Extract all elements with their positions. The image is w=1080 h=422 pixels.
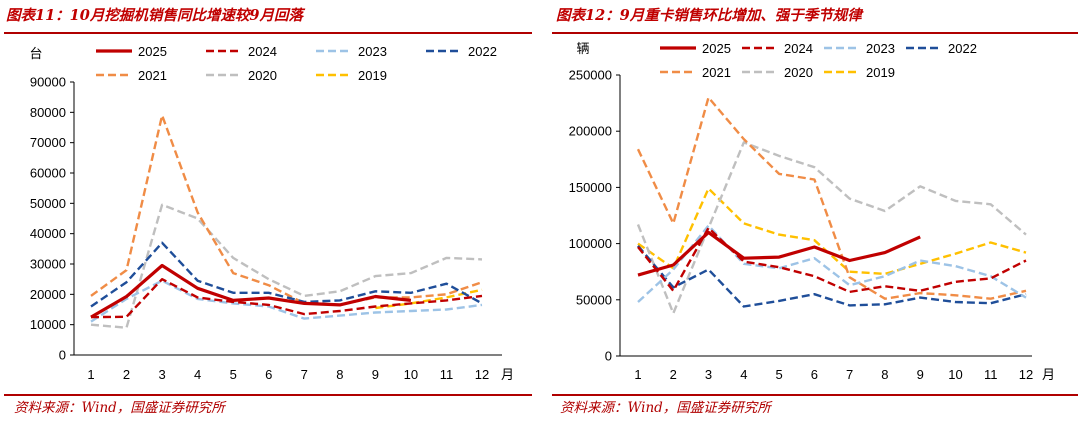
left-x-unit-label: 月 xyxy=(501,367,514,382)
left-y-tick-label: 70000 xyxy=(30,135,66,150)
left-x-tick-label: 12 xyxy=(475,367,489,382)
right-x-tick-label: 6 xyxy=(811,367,818,382)
right-series-line-2023 xyxy=(637,224,1027,303)
right-legend-label-2025: 2025 xyxy=(702,41,731,56)
left-series-line-2022 xyxy=(90,241,483,308)
left-legend-label-2021: 2021 xyxy=(138,68,167,83)
left-legend-label-2025: 2025 xyxy=(138,44,167,59)
right-legend-label-2023: 2023 xyxy=(866,41,895,56)
right-x-tick-label: 11 xyxy=(984,367,998,382)
right-y-tick-label: 200000 xyxy=(569,124,612,139)
right-y-tick-label: 100000 xyxy=(569,236,612,251)
right-y-unit-label: 辆 xyxy=(576,41,589,56)
left-chart-title: 图表11：10月挖掘机销售同比增速较9月回落 xyxy=(6,7,303,24)
right-legend-label-2020: 2020 xyxy=(784,65,813,80)
left-y-tick-label: 20000 xyxy=(30,287,66,302)
left-series-line-2025 xyxy=(90,263,412,319)
left-y-tick-label: 80000 xyxy=(30,105,66,120)
right-series-line-2020 xyxy=(636,141,1027,315)
right-x-tick-label: 5 xyxy=(775,367,782,382)
left-series-line-2021 xyxy=(90,114,483,307)
right-x-tick-label: 2 xyxy=(670,367,677,382)
left-y-tick-label: 90000 xyxy=(30,75,66,90)
right-y-tick-label: 250000 xyxy=(569,68,612,83)
left-legend-label-2022: 2022 xyxy=(468,44,497,59)
left-footer-rule xyxy=(4,394,532,396)
left-y-tick-label: 10000 xyxy=(30,317,66,332)
right-x-tick-label: 8 xyxy=(881,367,888,382)
right-x-tick-label: 4 xyxy=(740,367,747,382)
left-legend-label-2019: 2019 xyxy=(358,68,387,83)
right-footer-rule xyxy=(552,394,1078,396)
left-x-tick-label: 5 xyxy=(230,367,237,382)
left-y-unit-label: 台 xyxy=(29,46,42,61)
left-title-rule xyxy=(4,32,532,34)
left-legend-label-2023: 2023 xyxy=(358,44,387,59)
right-x-tick-label: 10 xyxy=(948,367,962,382)
left-legend-label-2020: 2020 xyxy=(248,68,277,83)
right-x-tick-label: 1 xyxy=(634,367,641,382)
left-x-tick-label: 8 xyxy=(336,367,343,382)
right-x-tick-label: 7 xyxy=(846,367,853,382)
left-x-tick-label: 1 xyxy=(87,367,94,382)
right-x-tick-label: 9 xyxy=(917,367,924,382)
left-x-tick-label: 6 xyxy=(265,367,272,382)
right-chart-title: 图表12：9月重卡销售环比增加、强于季节规律 xyxy=(556,7,862,24)
left-y-tick-label: 50000 xyxy=(30,196,66,211)
right-x-unit-label: 月 xyxy=(1042,367,1055,382)
right-legend-label-2019: 2019 xyxy=(866,65,895,80)
left-x-tick-label: 2 xyxy=(123,367,130,382)
right-x-tick-label: 12 xyxy=(1019,367,1033,382)
left-y-tick-label: 30000 xyxy=(30,257,66,272)
left-source-note: 资料来源：Wind，国盛证券研究所 xyxy=(14,400,225,416)
left-legend-label-2024: 2024 xyxy=(248,44,277,59)
right-series-line-2024 xyxy=(637,226,1027,294)
left-x-tick-label: 7 xyxy=(301,367,308,382)
right-y-tick-label: 150000 xyxy=(569,180,612,195)
left-x-tick-label: 4 xyxy=(194,367,201,382)
right-source-note: 资料来源：Wind，国盛证券研究所 xyxy=(560,400,771,416)
left-y-tick-label: 60000 xyxy=(30,166,66,181)
right-legend-label-2021: 2021 xyxy=(702,65,731,80)
left-line-chart: 0 10000 20000 30000 40000 50000 60000 70000 8000… xyxy=(29,44,514,382)
right-x-tick-label: 3 xyxy=(705,367,712,382)
right-series-line-2022 xyxy=(637,245,1027,308)
right-series-line-2019 xyxy=(637,187,1027,276)
left-x-tick-label: 10 xyxy=(404,367,418,382)
left-y-tick-label: 0 xyxy=(59,348,66,363)
left-x-tick-label: 11 xyxy=(440,367,454,382)
right-y-tick-label: 50000 xyxy=(576,292,612,307)
right-legend-label-2024: 2024 xyxy=(784,41,813,56)
left-series-line-2020 xyxy=(90,203,483,329)
left-x-tick-label: 3 xyxy=(158,367,165,382)
left-y-tick-label: 40000 xyxy=(30,226,66,241)
left-x-tick-label: 9 xyxy=(372,367,379,382)
right-y-tick-label: 0 xyxy=(605,349,612,364)
right-series-line-2025 xyxy=(637,230,921,277)
left-series-line-2024 xyxy=(90,278,483,319)
right-legend-label-2022: 2022 xyxy=(948,41,977,56)
right-title-rule xyxy=(552,32,1078,34)
